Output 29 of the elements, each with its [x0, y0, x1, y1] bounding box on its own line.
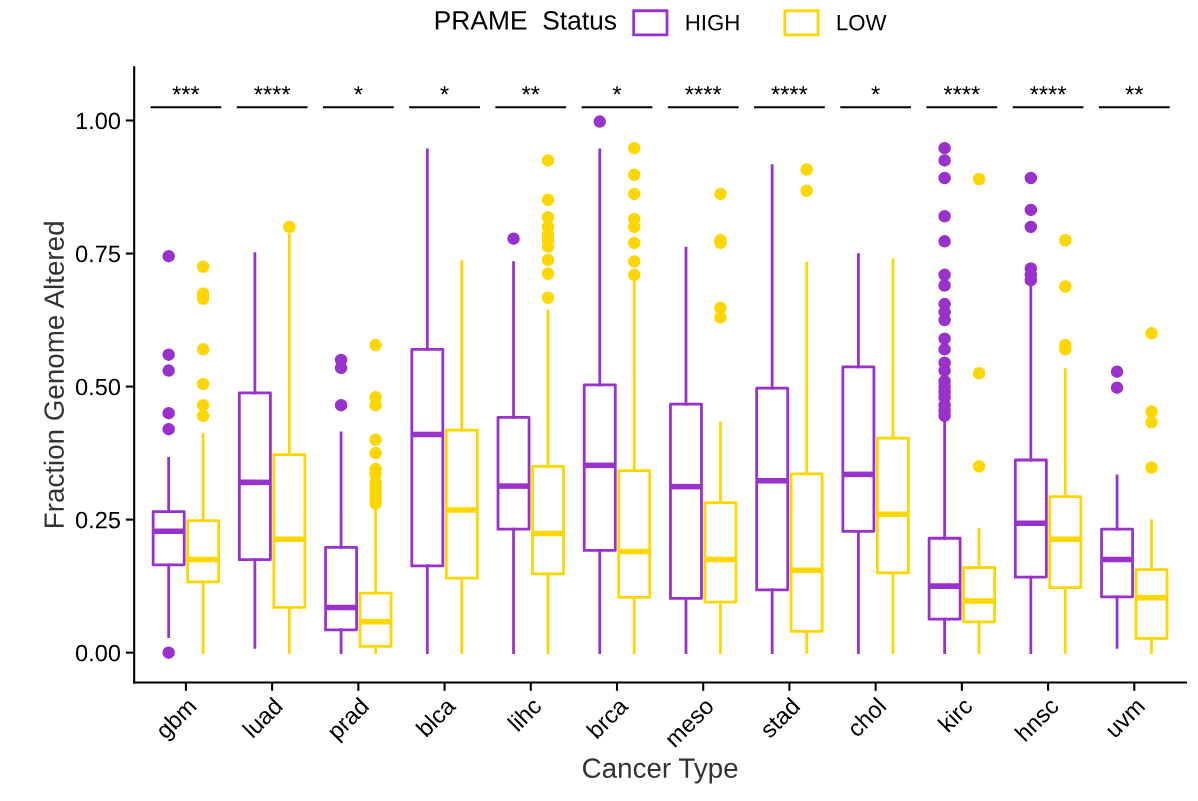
x-tick-label: uvm — [1106, 699, 1146, 739]
y-tick-label: 0.25 — [75, 511, 120, 529]
annotation: **** — [771, 86, 808, 95]
legend-label: HIGH — [686, 14, 739, 31]
annotation: * — [354, 86, 363, 95]
annotation: *** — [172, 86, 200, 95]
y-tick-label: 0.75 — [75, 245, 120, 263]
x-tick-label: gbm — [154, 696, 201, 743]
x-tick-label: lihc — [506, 696, 543, 732]
x-tick-label: chol — [845, 696, 887, 738]
annotation: * — [440, 86, 449, 95]
annotation: ** — [1125, 86, 1144, 95]
x-tick-label: kirc — [937, 696, 974, 733]
annotation: **** — [943, 86, 980, 95]
y-tick-label: 0.50 — [75, 378, 121, 396]
y-tick-label: 0.00 — [75, 644, 121, 662]
annotation: * — [612, 86, 622, 95]
annotation: ** — [521, 86, 540, 95]
legend-title: PRAME Status — [435, 11, 617, 30]
x-axis-title: Cancer Type — [583, 758, 738, 784]
x-tick-label: brca — [585, 695, 630, 740]
annotation: **** — [1030, 86, 1067, 95]
x-tick-label: blca — [415, 695, 457, 738]
annotation: **** — [685, 86, 722, 95]
annotation: * — [871, 86, 880, 95]
y-tick-label: 1.00 — [76, 112, 121, 130]
legend-label: LOW — [837, 14, 887, 31]
y-axis-title: Fraction Genome Altered — [43, 222, 64, 527]
annotation: **** — [254, 86, 291, 95]
